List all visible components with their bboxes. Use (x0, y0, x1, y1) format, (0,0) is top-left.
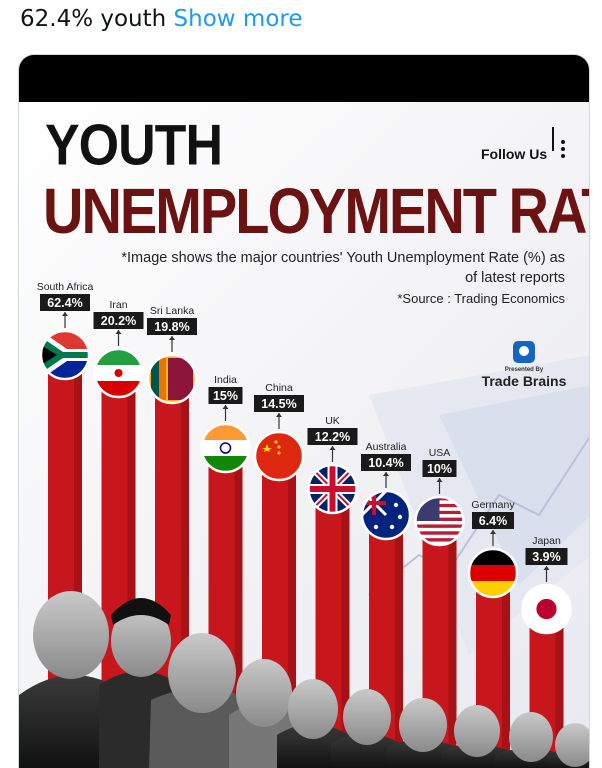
decorative-graph-pattern (368, 355, 589, 655)
value-label: 10% (427, 462, 452, 476)
value-label: 12.2% (315, 430, 350, 444)
bar-shadow (74, 355, 82, 768)
arrow-head-icon (222, 405, 229, 409)
value-label-bg (525, 548, 568, 565)
value-label: 19.8% (154, 320, 189, 334)
flag-ring (200, 422, 251, 474)
flag-ring (414, 495, 465, 547)
media-top-bar (19, 55, 589, 102)
japan-flag (522, 585, 571, 633)
arrow-head-icon (169, 336, 175, 340)
value-label-bg (40, 294, 90, 311)
sri-lanka-flag (148, 355, 196, 403)
bar-shadow (448, 521, 457, 768)
source-note: *Source : Trading Economics (397, 291, 565, 306)
tweet-body: 62.4% youth (20, 6, 167, 32)
value-label-bg (422, 460, 457, 477)
value-label: 14.5% (261, 397, 296, 411)
bar-shadow (341, 489, 350, 768)
value-label-bg (361, 454, 411, 471)
bar-shadow (288, 456, 296, 768)
subtitle-line-2: of latest reports (465, 270, 565, 286)
bar-group: 19.8% Sri Lanka (146, 305, 198, 768)
show-more-link[interactable]: Show more (173, 6, 303, 32)
flag-ring (360, 489, 412, 541)
value-label-bg (147, 318, 197, 335)
value-label: 6.4% (479, 514, 508, 528)
bar-shadow (555, 609, 564, 768)
category-label: Australia (366, 441, 407, 453)
subtitle: *Image shows the major countries' Youth … (79, 248, 565, 288)
arrow-head-icon (62, 312, 68, 316)
arrow-head-icon (543, 566, 550, 570)
category-label: Iran (109, 299, 127, 311)
category-label: India (214, 374, 237, 386)
arrow-head-icon (115, 330, 122, 334)
flag-ring (39, 329, 91, 381)
tweet-text: 62.4% youth Show more (20, 6, 303, 32)
value-label: 3.9% (532, 550, 561, 564)
arrow-head-icon (329, 446, 336, 450)
south-africa-flag (41, 331, 89, 379)
trade-brains-logo-icon (513, 341, 535, 363)
arrow-head-icon (276, 413, 282, 417)
follow-us-label: Follow Us (481, 146, 548, 162)
value-label-bg (93, 312, 144, 329)
arrow-head-icon (490, 530, 496, 534)
category-label: Sri Lanka (150, 305, 195, 317)
brand-name: Trade Brains (481, 373, 567, 389)
more-dots-icon (561, 137, 569, 165)
category-label: South Africa (37, 281, 94, 293)
value-label-bg (472, 512, 514, 529)
flag-ring (467, 547, 519, 599)
follow-arrow-icon (552, 127, 554, 151)
bar-shadow (502, 573, 510, 768)
leaders-photo-strip (19, 591, 589, 768)
uk-flag (308, 465, 357, 513)
category-label: Japan (532, 535, 561, 547)
value-label-bg (254, 395, 304, 412)
category-label: USA (429, 447, 451, 459)
flag-ring (307, 463, 358, 515)
bar-shadow (234, 448, 243, 768)
flag-ring (253, 430, 305, 482)
title-line-1: YOUTH (45, 114, 223, 178)
flag-ring (146, 353, 198, 405)
category-label: UK (325, 415, 340, 427)
bar-shadow (395, 515, 403, 768)
presented-by-label: Presented By (504, 367, 544, 373)
brand-block: Presented By Trade Brains (465, 341, 583, 389)
flag-ring (521, 583, 572, 635)
category-label: Germany (471, 499, 515, 511)
value-label: 15% (213, 389, 238, 403)
flag-ring (93, 347, 144, 399)
value-label-bg (208, 387, 243, 404)
value-label: 10.4% (368, 456, 403, 470)
leader-figures (19, 591, 589, 768)
media-card[interactable]: YOUTH UNEMPLOYMENT RATE Follow Us *Image… (18, 54, 590, 768)
subtitle-line-1: *Image shows the major countries' Youth … (121, 250, 565, 266)
value-label: 20.2% (101, 314, 136, 328)
china-flag (255, 432, 303, 480)
bar-shadow (181, 379, 189, 768)
category-label: China (265, 382, 293, 394)
arrow-head-icon (383, 472, 389, 476)
bar-shadow (127, 373, 136, 768)
value-label: 62.4% (47, 296, 82, 310)
value-label-bg (307, 428, 358, 445)
usa-flag (415, 497, 464, 545)
title-line-2: UNEMPLOYMENT RATE (43, 174, 590, 247)
arrow-head-icon (436, 478, 443, 482)
